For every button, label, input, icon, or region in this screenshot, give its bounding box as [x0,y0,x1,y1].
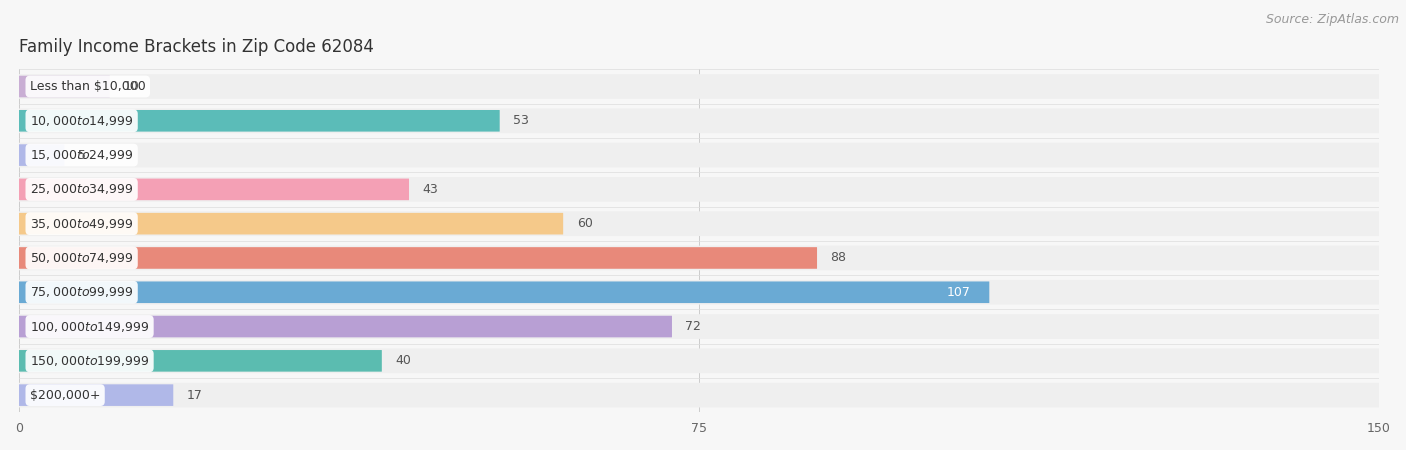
FancyBboxPatch shape [18,316,672,338]
FancyBboxPatch shape [18,314,1379,339]
Text: 60: 60 [576,217,592,230]
FancyBboxPatch shape [18,108,1379,133]
Text: $200,000+: $200,000+ [30,389,100,402]
FancyBboxPatch shape [18,246,1379,270]
FancyBboxPatch shape [18,76,110,97]
Text: 40: 40 [395,354,411,367]
Text: 107: 107 [948,286,972,299]
Text: $75,000 to $99,999: $75,000 to $99,999 [30,285,134,299]
FancyBboxPatch shape [18,348,1379,373]
Text: 17: 17 [187,389,202,402]
FancyBboxPatch shape [18,143,1379,167]
Text: $35,000 to $49,999: $35,000 to $49,999 [30,216,134,231]
Text: Family Income Brackets in Zip Code 62084: Family Income Brackets in Zip Code 62084 [20,38,374,56]
Text: $15,000 to $24,999: $15,000 to $24,999 [30,148,134,162]
FancyBboxPatch shape [18,281,990,303]
FancyBboxPatch shape [18,179,409,200]
Text: 10: 10 [124,80,139,93]
FancyBboxPatch shape [18,383,1379,408]
Text: $50,000 to $74,999: $50,000 to $74,999 [30,251,134,265]
Text: Less than $10,000: Less than $10,000 [30,80,146,93]
FancyBboxPatch shape [18,74,1379,99]
FancyBboxPatch shape [18,213,564,234]
FancyBboxPatch shape [18,384,173,406]
FancyBboxPatch shape [18,247,817,269]
FancyBboxPatch shape [18,212,1379,236]
Text: 72: 72 [686,320,702,333]
FancyBboxPatch shape [18,177,1379,202]
Text: $100,000 to $149,999: $100,000 to $149,999 [30,320,149,333]
FancyBboxPatch shape [18,110,499,131]
Text: $150,000 to $199,999: $150,000 to $199,999 [30,354,149,368]
Text: 5: 5 [77,148,86,162]
FancyBboxPatch shape [18,350,382,372]
Text: 53: 53 [513,114,529,127]
Text: 43: 43 [422,183,439,196]
Text: $25,000 to $34,999: $25,000 to $34,999 [30,182,134,196]
Text: Source: ZipAtlas.com: Source: ZipAtlas.com [1265,14,1399,27]
Text: $10,000 to $14,999: $10,000 to $14,999 [30,114,134,128]
FancyBboxPatch shape [18,280,1379,305]
Text: 88: 88 [831,252,846,265]
FancyBboxPatch shape [18,144,65,166]
